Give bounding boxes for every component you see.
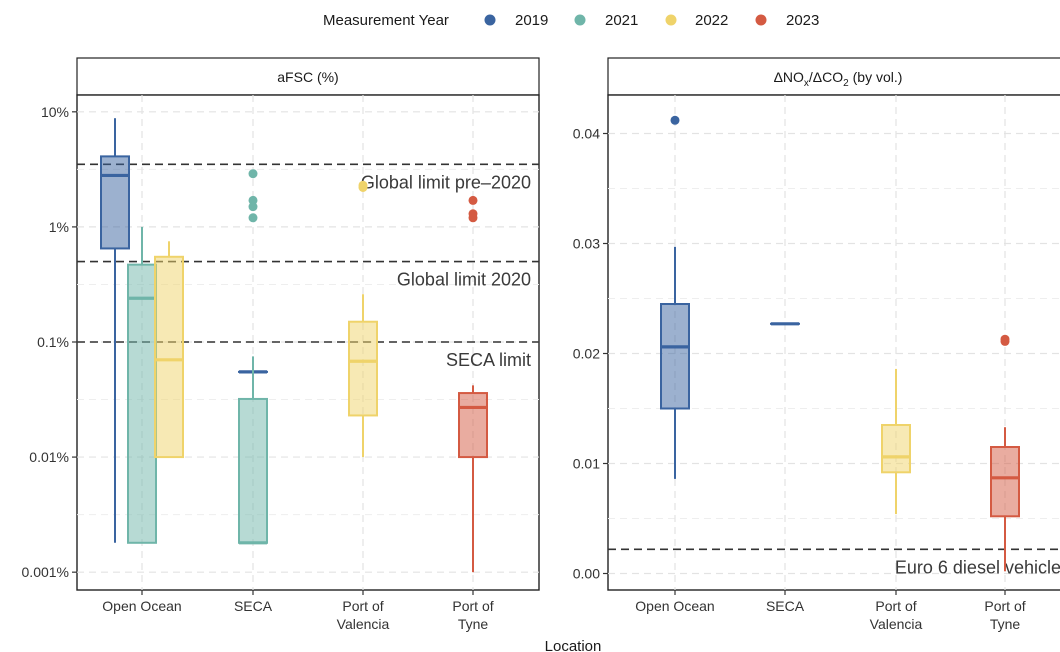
box-open-ocean-2019	[100, 118, 130, 543]
x-tick-label-open-ocean: Open Ocean	[102, 598, 181, 614]
box-open-ocean-2019-iqr	[100, 155, 130, 250]
legend-marker-2023	[755, 14, 767, 26]
box-open-ocean-2019-outlier	[670, 115, 680, 125]
box-open-ocean-2021-iqr	[127, 263, 157, 544]
box-open-ocean-2019	[660, 115, 690, 479]
y-axis-nox-co2: 0.00 0.01 0.02 0.03 0.04	[573, 126, 608, 582]
y-tick-label: 0.001%	[22, 564, 69, 580]
legend-marker-2022	[665, 14, 677, 26]
box-seca-2021-outlier	[248, 195, 258, 205]
box-seca-2021-outlier	[248, 202, 258, 212]
reference-lines-afsc: Global limit pre–2020 Global limit 2020 SE…	[77, 163, 539, 370]
box-open-ocean-2021	[127, 226, 157, 544]
reference-label-global-limit-2020: Global limit 2020	[397, 270, 531, 290]
panel-nox-co2: ΔNOx/ΔCO2 (by vol.) Euro 6 diesel vehicl…	[573, 57, 1060, 632]
legend-item-2019: 2019	[484, 12, 548, 29]
legend-label-2023: 2023	[786, 12, 819, 29]
boxes-afsc	[100, 118, 488, 573]
x-tick-label-port-of-tyne: Port of Tyne	[452, 598, 493, 632]
legend-label-2021: 2021	[605, 12, 638, 29]
strip-nox-co2	[607, 57, 1060, 96]
box-port-of-tyne-2023-iqr	[458, 392, 488, 459]
legend-item-2022: 2022	[665, 12, 728, 29]
box-port-of-valencia-2022-iqr	[348, 320, 378, 417]
legend-label-2019: 2019	[515, 12, 548, 29]
y-tick-label: 0.01%	[29, 449, 69, 465]
box-port-of-valencia-2022	[348, 180, 378, 458]
legend-item-2023: 2023	[755, 12, 819, 29]
y-tick-label: 0.04	[573, 126, 600, 142]
box-seca-2021-outlier	[248, 213, 258, 223]
legend-title: Measurement Year	[323, 12, 449, 29]
box-port-of-tyne-2023	[458, 195, 488, 573]
y-tick-label: 0.01	[573, 456, 600, 472]
boxes-nox-co2	[660, 115, 1020, 572]
x-tick-label-port-of-valencia: Port of Valencia	[870, 598, 923, 632]
x-tick-label-port-of-valencia: Port of Valencia	[337, 598, 390, 632]
box-port-of-valencia-2022-outlier	[358, 182, 368, 192]
box-port-of-tyne-2023-iqr	[990, 446, 1020, 518]
x-axis-title: Location	[545, 638, 602, 652]
box-port-of-tyne-2023-outlier	[1000, 334, 1010, 344]
y-tick-label: 0.03	[573, 236, 600, 252]
reference-label-seca-limit: SECA limit	[446, 350, 531, 370]
box-seca-2021	[238, 169, 268, 545]
x-axis-afsc: Open Ocean SECA Port of Valencia Port of Tyne	[102, 590, 494, 632]
x-tick-label-port-of-tyne: Port of Tyne	[984, 598, 1025, 632]
legend-label-2022: 2022	[695, 12, 728, 29]
legend-marker-2021	[574, 14, 586, 26]
strip-title-afsc: aFSC (%)	[277, 69, 338, 85]
legend-item-2021: 2021	[574, 12, 638, 29]
y-tick-label: 0.00	[573, 566, 600, 582]
box-seca-2021-outlier	[248, 169, 258, 179]
reference-lines-nox-co2: Euro 6 diesel vehicles	[608, 548, 1060, 577]
box-open-ocean-2019-iqr	[660, 303, 690, 410]
x-tick-label-open-ocean: Open Ocean	[635, 598, 714, 614]
strip-title-nox-co2: ΔNOx/ΔCO2 (by vol.)	[774, 69, 903, 89]
box-port-of-valencia-2022	[881, 368, 911, 515]
box-port-of-tyne-2023-outlier	[468, 195, 478, 205]
y-tick-label: 0.1%	[37, 334, 69, 350]
strip-afsc	[76, 57, 540, 96]
reference-label-euro-6-diesel-vehicles: Euro 6 diesel vehicles	[895, 557, 1060, 577]
box-port-of-tyne-2023-outlier	[468, 213, 478, 223]
box-port-of-tyne-2023	[990, 334, 1020, 572]
y-tick-label: 0.02	[573, 346, 600, 362]
box-seca-2021-iqr	[238, 397, 268, 544]
legend-marker-2019	[484, 14, 496, 26]
y-axis-afsc: 0.001% 0.01% 0.1% 1% 10%	[22, 104, 77, 580]
y-tick-label: 10%	[41, 104, 69, 120]
x-tick-label-seca: SECA	[766, 598, 805, 614]
legend: Measurement Year 2019 2021 2022 2023	[323, 12, 819, 29]
reference-label-global-limit-pre-2020: Global limit pre–2020	[361, 172, 531, 192]
box-open-ocean-2022	[154, 241, 184, 459]
box-port-of-valencia-2022-iqr	[881, 424, 911, 474]
x-axis-nox-co2: Open Ocean SECA Port of Valencia Port of Tyne	[635, 590, 1026, 632]
box-open-ocean-2022-iqr	[154, 255, 184, 459]
y-tick-label: 1%	[49, 219, 69, 235]
x-tick-label-seca: SECA	[234, 598, 273, 614]
